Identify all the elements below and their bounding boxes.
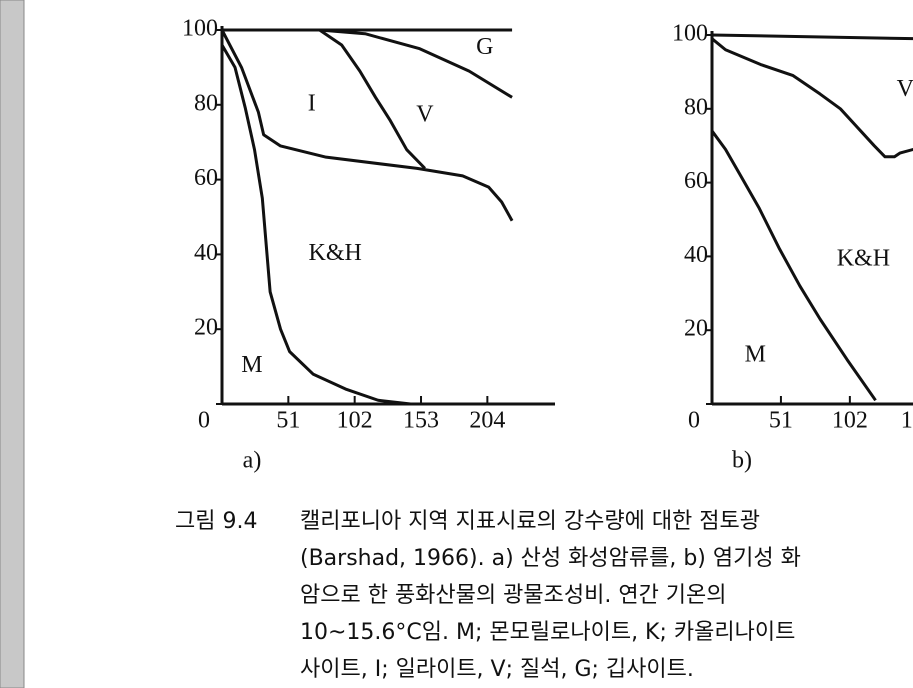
region-label: K&H [308, 240, 361, 266]
boundary-line [711, 33, 913, 41]
y-tick-label: 0 [688, 408, 700, 434]
boundary-line [318, 28, 426, 170]
y-tick-label: 40 [684, 242, 708, 268]
region-label: V [897, 76, 913, 102]
region-label: M [745, 342, 766, 368]
caption-line: 사이트, I; 일라이트, V; 질석, G; 깁사이트. [300, 657, 694, 682]
y-tick-label: 0 [198, 408, 210, 434]
x-tick-label: 102 [832, 408, 868, 434]
boundary-line [220, 29, 514, 222]
region-label: K&H [837, 246, 890, 272]
x-tick-label: 102 [337, 408, 373, 434]
y-tick-label: 80 [684, 94, 708, 120]
boundary-line [710, 130, 877, 402]
caption-figure: 그림 9.4 [175, 509, 257, 534]
caption-line: 암으로 한 풍화산물의 광물조성비. 연간 기온의 [300, 583, 727, 608]
y-tick-label: 100 [672, 21, 708, 47]
x-tick-label: 204 [469, 408, 505, 434]
y-tick-label: 60 [684, 168, 708, 194]
caption-line: (Barshad, 1966). a) 산성 화성암류를, b) 염기성 화 [300, 546, 801, 571]
region-label: I [308, 90, 316, 116]
y-tick-label: 20 [194, 315, 218, 341]
boundary-line [319, 28, 513, 99]
y-tick-label: 80 [194, 90, 218, 116]
region-label: M [241, 352, 262, 378]
panel-label: a) [243, 448, 262, 474]
boundary-line [711, 37, 913, 159]
panel-label: b) [732, 448, 752, 474]
region-label: V [416, 102, 434, 128]
x-tick-label: 51 [276, 408, 300, 434]
side-bar [0, 0, 25, 688]
y-tick-label: 100 [182, 16, 218, 42]
y-tick-label: 60 [194, 165, 218, 191]
caption-line: 10~15.6°C임. M; 몬모릴로나이트, K; 카올리나이트 [300, 620, 795, 645]
x-tick-label: 51 [769, 408, 793, 434]
y-tick-label: 40 [194, 240, 218, 266]
caption-line: 캘리포니아 지역 지표시료의 강수량에 대한 점토광 [300, 509, 760, 534]
boundary-line [220, 44, 411, 406]
region-label: G [476, 34, 493, 60]
y-tick-label: 20 [684, 316, 708, 342]
x-tick-label: 153 [403, 408, 439, 434]
x-tick-label: 153 [901, 408, 913, 434]
